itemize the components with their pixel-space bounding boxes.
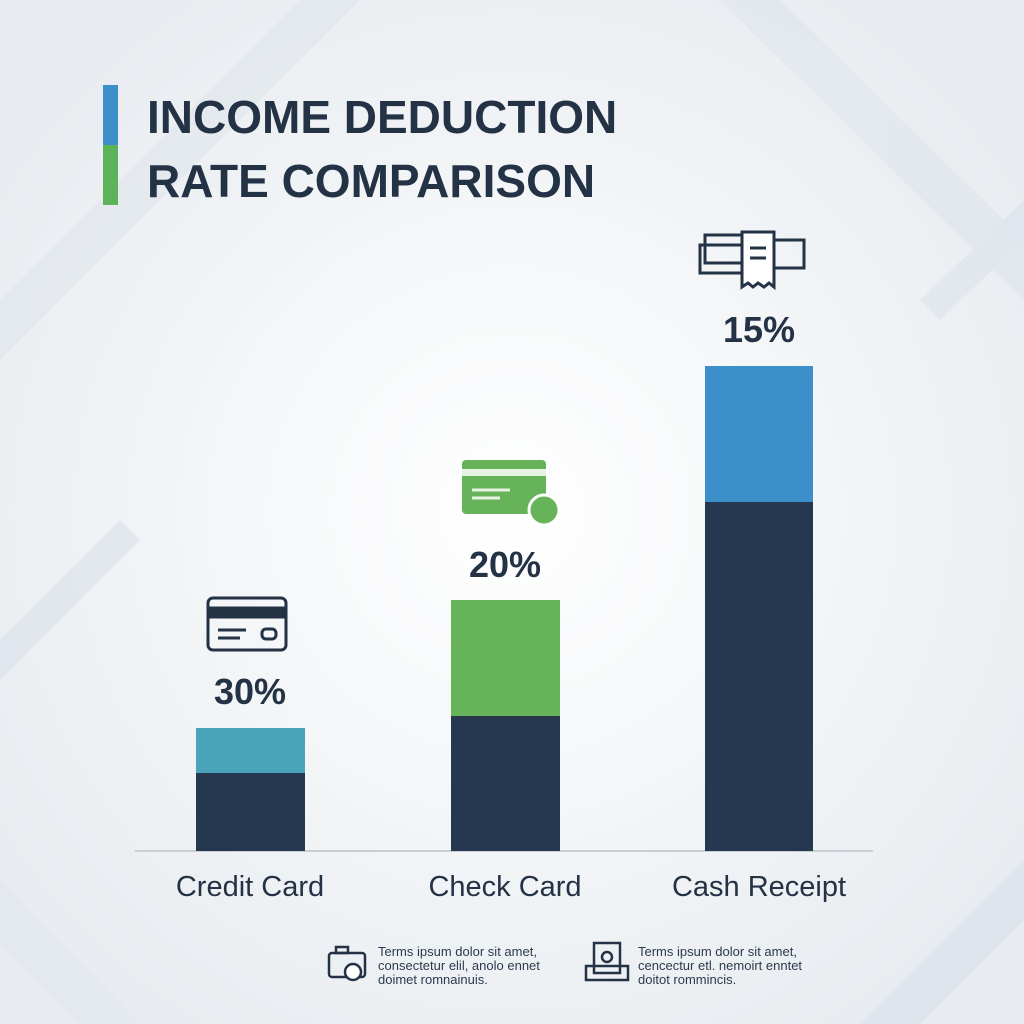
footnote: consectetur elil, anolo ennet [378,958,540,973]
category-label: Check Card [428,871,581,903]
footer-icon [327,945,367,982]
title-line: INCOME DEDUCTION [147,91,617,143]
footnote: doitot rommincis. [638,972,736,987]
check-card-icon [462,460,561,527]
accent-green [103,145,118,205]
title-line: RATE COMPARISON [147,155,595,207]
footnote: Terms ipsum dolor sit amet, [638,944,797,959]
footer-icon [584,941,630,982]
bar-cap [705,366,813,502]
footnote: Terms ipsum dolor sit amet, [378,944,537,959]
bar-cap [196,728,305,773]
credit-card-icon [206,596,288,652]
cash-receipt-icon [698,230,806,291]
rate-label: 20% [469,544,541,585]
category-label: Cash Receipt [672,871,846,903]
rate-label: 15% [723,309,795,350]
accent-blue [103,85,118,145]
rate-label: 30% [214,671,286,712]
footnote: doimet romnainuis. [378,972,488,987]
bar-cap [451,600,560,716]
footnote: cencectur etl. nemoirt enntet [638,958,802,973]
category-label: Credit Card [176,871,324,903]
